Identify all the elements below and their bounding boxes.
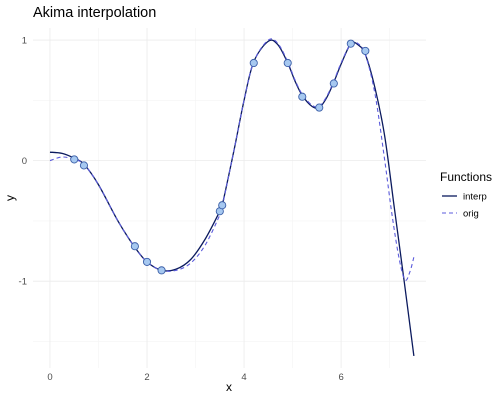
data-point	[249, 58, 258, 68]
x-axis-title: x	[226, 380, 232, 394]
y-axis-ticks: -1 0 1	[19, 36, 27, 288]
data-point	[329, 79, 338, 88]
chart-title: Akima interpolation	[33, 5, 156, 21]
data-point	[79, 161, 88, 170]
data-point	[361, 46, 370, 55]
data-point	[346, 39, 355, 48]
data-points	[70, 39, 370, 275]
y-tick-label: -1	[19, 277, 27, 288]
x-tick-label: 2	[144, 372, 149, 383]
series-line-interp	[49, 39, 415, 357]
x-axis-ticks: 0 2 4 6	[47, 372, 343, 383]
x-tick-label: 0	[47, 372, 52, 383]
gridlines	[33, 28, 426, 368]
data-point	[142, 257, 152, 266]
data-point	[283, 58, 292, 68]
legend-label-orig: orig	[463, 209, 479, 220]
data-point	[130, 242, 139, 251]
y-tick-label: 1	[22, 36, 27, 47]
legend-title: Functions	[440, 170, 492, 184]
legend-label-interp: interp	[463, 192, 487, 203]
data-point	[157, 266, 166, 275]
y-tick-label: 0	[22, 156, 27, 167]
x-tick-label: 6	[338, 372, 343, 383]
data-point	[298, 92, 307, 101]
series-lines	[49, 38, 415, 357]
y-axis-title: y	[3, 195, 17, 201]
data-point	[218, 201, 227, 210]
data-point	[70, 155, 79, 164]
legend-entries: interp orig	[442, 192, 487, 220]
x-tick-label: 4	[241, 372, 246, 383]
data-point	[315, 103, 324, 112]
legend: Functions interp orig	[440, 170, 492, 220]
